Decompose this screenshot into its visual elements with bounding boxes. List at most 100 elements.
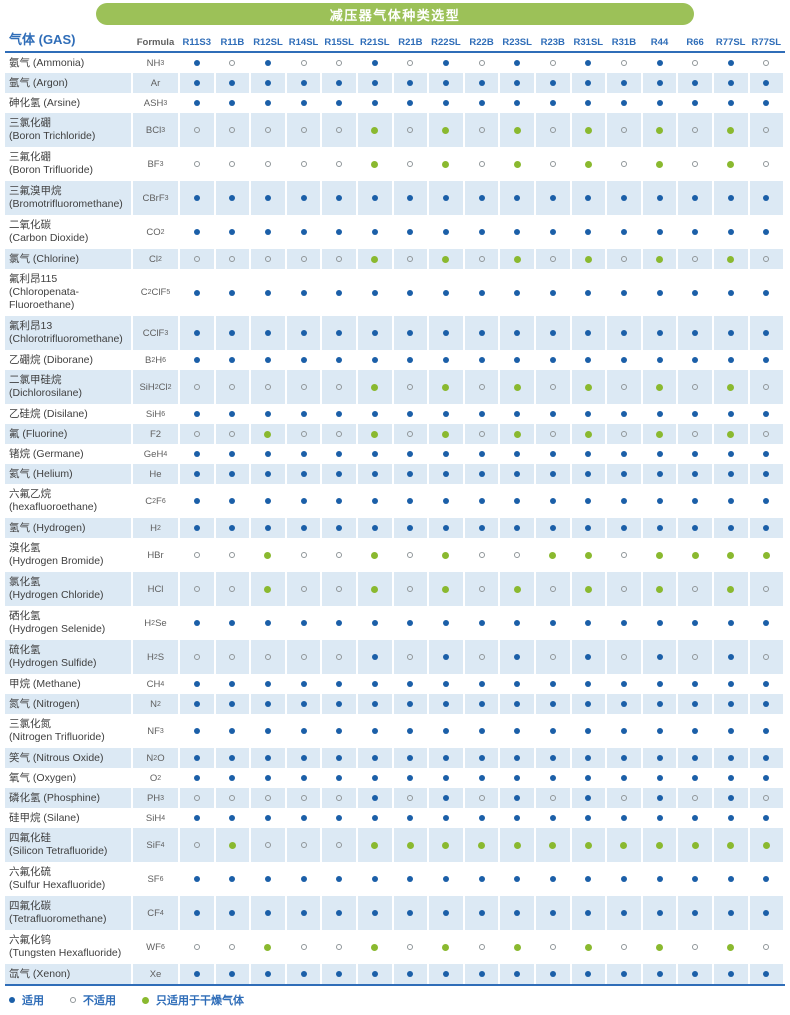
dot-applicable <box>727 80 734 86</box>
dot-not-applicable <box>193 384 200 390</box>
compat-cell <box>643 862 679 896</box>
compat-cell <box>500 674 536 694</box>
gas-name: 磷化氢 (Phosphine) <box>5 788 133 808</box>
dot-applicable <box>692 815 699 821</box>
compat-cell <box>678 404 714 424</box>
dot-applicable <box>656 60 663 66</box>
dot-applicable <box>727 876 734 882</box>
gas-name: 四氟化硅 (Silicon Tetrafluoride) <box>5 828 133 862</box>
compat-cell <box>536 444 572 464</box>
compat-cell <box>429 53 465 73</box>
dot-applicable <box>300 728 307 734</box>
dot-applicable <box>763 910 770 916</box>
compat-cell <box>287 674 323 694</box>
dot-dry-only <box>442 943 450 951</box>
gas-row: 磷化氢 (Phosphine) PH 3 <box>5 788 786 808</box>
dot-applicable <box>585 195 592 201</box>
dot-not-applicable <box>549 384 556 390</box>
compat-cell <box>749 896 786 930</box>
compat-cell <box>749 828 786 862</box>
compat-cell <box>357 424 394 444</box>
dot-not-applicable <box>549 60 556 66</box>
dot-applicable <box>407 411 414 417</box>
dot-not-applicable <box>300 161 307 167</box>
compat-cell <box>394 538 430 572</box>
compat-cell <box>572 930 608 964</box>
dot-not-applicable <box>193 586 200 592</box>
compat-cell <box>749 748 786 768</box>
compat-cell <box>607 606 643 640</box>
dot-applicable <box>585 80 592 86</box>
dot-applicable <box>229 357 236 363</box>
dot-dry-only <box>264 551 272 559</box>
compat-cell <box>357 181 394 215</box>
compat-cell <box>429 964 465 984</box>
gas-formula: Cl 2 <box>133 249 180 269</box>
compat-cell <box>749 572 786 606</box>
compat-cell <box>358 930 394 964</box>
dot-applicable <box>549 357 556 363</box>
dot-applicable <box>336 971 343 977</box>
compat-cell <box>749 964 786 984</box>
dot-applicable <box>300 701 307 707</box>
dot-not-applicable <box>229 586 236 592</box>
dot-applicable <box>514 525 521 531</box>
compat-cell <box>464 748 501 768</box>
legend: 适用 不适用 只适用于干燥气体 <box>5 986 785 1008</box>
dot-dry-only <box>656 841 664 849</box>
gas-formula: GeH 4 <box>133 444 180 464</box>
compat-cell <box>642 370 679 404</box>
dot-applicable <box>549 229 556 235</box>
compat-cell <box>572 714 608 748</box>
gas-formula: ASH 3 <box>133 93 180 113</box>
compat-cell <box>642 424 679 444</box>
dot-applicable <box>371 411 378 417</box>
dot-dry-only <box>584 841 592 849</box>
dot-not-applicable <box>229 654 236 660</box>
dot-applicable <box>336 681 343 687</box>
compat-cell <box>216 53 252 73</box>
dot-applicable <box>264 195 271 201</box>
gas-formula: NH 3 <box>133 53 180 73</box>
gas-row: 氩气 (Argon) Ar <box>5 73 786 93</box>
dot-not-applicable <box>407 795 414 801</box>
compat-cell <box>714 350 750 370</box>
column-header-r21sl-5: R21SL <box>358 37 394 48</box>
compat-cell <box>429 181 465 215</box>
compat-cell <box>322 674 358 694</box>
compat-cell <box>607 828 643 862</box>
compat-cell <box>251 640 287 674</box>
dot-applicable <box>763 289 770 296</box>
dot-applicable <box>264 755 271 761</box>
compat-cell <box>429 694 465 714</box>
gas-name: 乙硼烷 (Diborane) <box>5 350 133 370</box>
gas-formula: H 2 Se <box>133 606 180 640</box>
compat-cell <box>500 93 536 113</box>
gas-row: 氟 (Fluorine) F2 <box>5 424 786 444</box>
compat-cell <box>500 694 536 714</box>
compat-cell <box>678 484 714 518</box>
compat-cell <box>322 181 358 215</box>
gas-name: 六氟化钨 (Tungsten Hexafluoride) <box>5 930 133 964</box>
dot-not-applicable <box>620 552 627 558</box>
compat-cell <box>393 73 430 93</box>
compat-cell <box>394 350 430 370</box>
compat-cell <box>678 424 714 444</box>
compat-cell <box>571 424 608 444</box>
dot-applicable <box>336 195 343 201</box>
compat-cell <box>536 404 572 424</box>
column-header-r22sl-7: R22SL <box>429 37 465 48</box>
dot-not-applicable <box>336 552 343 558</box>
dot-applicable <box>371 681 378 687</box>
dot-dry-only <box>727 255 735 263</box>
compat-cell <box>358 93 394 113</box>
dot-applicable <box>336 80 343 86</box>
compat-cell <box>572 404 608 424</box>
compat-cell <box>287 930 323 964</box>
compat-cell <box>465 93 501 113</box>
dot-applicable <box>656 525 663 531</box>
gas-row: 二氧化碳 (Carbon Dioxide) CO 2 <box>5 215 786 249</box>
compat-cell <box>216 269 252 316</box>
table-header-row: 气体 (GAS) Formula R11S3 R11B R12SL R14SL R15S… <box>5 29 786 53</box>
dot-applicable <box>193 815 200 821</box>
